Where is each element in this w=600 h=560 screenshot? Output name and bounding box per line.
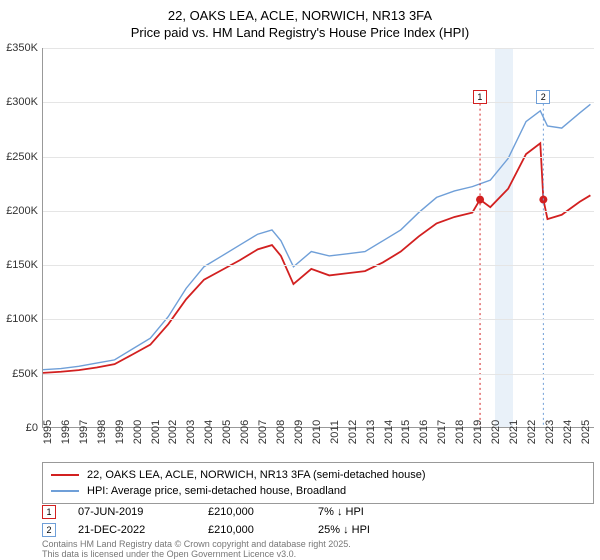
y-tick-label: £200K	[0, 205, 38, 217]
x-tick-label: 2003	[185, 420, 197, 444]
gridline-h	[43, 157, 594, 158]
x-tick-label: 2012	[347, 420, 359, 444]
x-tick-label: 2017	[436, 420, 448, 444]
x-tick-label: 2009	[293, 420, 305, 444]
gridline-h	[43, 265, 594, 266]
x-tick-label: 1997	[78, 420, 90, 444]
y-tick-label: £100K	[0, 313, 38, 325]
chart-plot-area	[42, 48, 594, 428]
x-tick-label: 1998	[96, 420, 108, 444]
x-tick-label: 2021	[508, 420, 520, 444]
gridline-h	[43, 48, 594, 49]
x-tick-label: 2000	[132, 420, 144, 444]
sale-row-2: 2 21-DEC-2022 £210,000 25% ↓ HPI	[42, 522, 594, 538]
title-line-2: Price paid vs. HM Land Registry's House …	[0, 25, 600, 42]
x-tick-label: 2016	[418, 420, 430, 444]
x-tick-label: 2022	[526, 420, 538, 444]
y-tick-label: £250K	[0, 151, 38, 163]
sale-pct-2: 25% ↓ HPI	[318, 524, 418, 536]
chart-title: 22, OAKS LEA, ACLE, NORWICH, NR13 3FA Pr…	[0, 0, 600, 46]
legend-label-2: HPI: Average price, semi-detached house,…	[87, 485, 346, 497]
y-tick-label: £50K	[0, 368, 38, 380]
gridline-h	[43, 319, 594, 320]
x-tick-label: 2007	[257, 420, 269, 444]
attribution: Contains HM Land Registry data © Crown c…	[42, 540, 351, 560]
annotation-marker-1: 1	[473, 90, 487, 104]
chart-svg	[43, 48, 594, 427]
property-line	[43, 143, 590, 373]
x-tick-label: 2018	[454, 420, 466, 444]
y-tick-label: £150K	[0, 259, 38, 271]
title-line-1: 22, OAKS LEA, ACLE, NORWICH, NR13 3FA	[0, 8, 600, 25]
legend-swatch-2	[51, 490, 79, 492]
x-tick-label: 2013	[365, 420, 377, 444]
annotation-marker-2: 2	[536, 90, 550, 104]
legend-box: 22, OAKS LEA, ACLE, NORWICH, NR13 3FA (s…	[42, 462, 594, 504]
sale-date-1: 07-JUN-2019	[78, 506, 208, 518]
x-tick-label: 1996	[60, 420, 72, 444]
x-tick-label: 2025	[580, 420, 592, 444]
sale-price-1: £210,000	[208, 506, 318, 518]
x-tick-label: 1995	[42, 420, 54, 444]
x-tick-label: 2008	[275, 420, 287, 444]
gridline-h	[43, 211, 594, 212]
x-tick-label: 2015	[400, 420, 412, 444]
x-tick-label: 2010	[311, 420, 323, 444]
gridline-h	[43, 102, 594, 103]
attribution-line-2: This data is licensed under the Open Gov…	[42, 550, 351, 560]
x-tick-label: 2019	[472, 420, 484, 444]
sale-row-1: 1 07-JUN-2019 £210,000 7% ↓ HPI	[42, 504, 594, 520]
y-tick-label: £0	[0, 422, 38, 434]
x-tick-label: 2005	[221, 420, 233, 444]
legend-item-property: 22, OAKS LEA, ACLE, NORWICH, NR13 3FA (s…	[51, 467, 585, 483]
sale-date-2: 21-DEC-2022	[78, 524, 208, 536]
sale-pct-1: 7% ↓ HPI	[318, 506, 418, 518]
gridline-h	[43, 374, 594, 375]
x-tick-label: 2023	[544, 420, 556, 444]
legend-swatch-1	[51, 474, 79, 477]
x-tick-label: 2011	[329, 420, 341, 444]
x-tick-label: 2002	[167, 420, 179, 444]
x-tick-label: 2006	[239, 420, 251, 444]
y-tick-label: £350K	[0, 42, 38, 54]
x-tick-label: 2004	[203, 420, 215, 444]
y-tick-label: £300K	[0, 96, 38, 108]
x-tick-label: 1999	[114, 420, 126, 444]
legend-item-hpi: HPI: Average price, semi-detached house,…	[51, 483, 585, 499]
x-tick-label: 2001	[150, 420, 162, 444]
x-tick-label: 2014	[383, 420, 395, 444]
sale-marker-1: 1	[42, 505, 56, 519]
sale-price-2: £210,000	[208, 524, 318, 536]
x-tick-label: 2020	[490, 420, 502, 444]
legend-label-1: 22, OAKS LEA, ACLE, NORWICH, NR13 3FA (s…	[87, 469, 426, 481]
x-tick-label: 2024	[562, 420, 574, 444]
sale-marker-2: 2	[42, 523, 56, 537]
hpi-line	[43, 104, 590, 369]
